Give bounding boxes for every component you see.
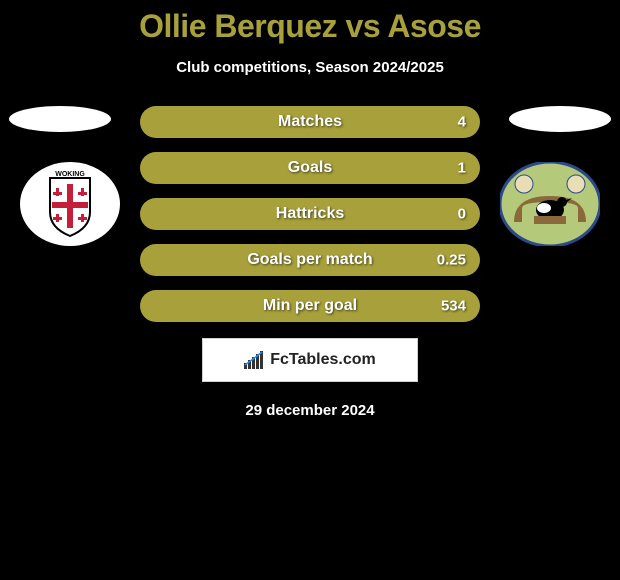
stat-row: Goals 1 bbox=[140, 152, 480, 184]
stat-row: Min per goal 534 bbox=[140, 290, 480, 322]
right-badge-icon bbox=[500, 162, 600, 246]
stat-value: 1 bbox=[458, 160, 466, 177]
stat-label: Min per goal bbox=[263, 297, 357, 315]
stat-label: Goals bbox=[288, 159, 332, 177]
bar-chart-icon bbox=[244, 351, 266, 369]
stat-value: 0.25 bbox=[437, 252, 466, 269]
comparison-area: WOKING bbox=[0, 106, 620, 406]
fctables-attribution: FcTables.com bbox=[202, 338, 418, 382]
stat-label: Hattricks bbox=[276, 205, 344, 223]
right-ellipse bbox=[509, 106, 611, 132]
subtitle: Club competitions, Season 2024/2025 bbox=[0, 59, 620, 76]
woking-badge-icon: WOKING bbox=[20, 162, 120, 246]
stat-value: 4 bbox=[458, 114, 466, 131]
stat-bars: Matches 4 Goals 1 Hattricks 0 Goals per … bbox=[140, 106, 480, 336]
page-title: Ollie Berquez vs Asose bbox=[0, 8, 620, 45]
date-text: 29 december 2024 bbox=[0, 402, 620, 419]
right-club-badge bbox=[500, 162, 600, 246]
left-club-badge: WOKING bbox=[20, 162, 120, 246]
stat-label: Matches bbox=[278, 113, 342, 131]
stat-label: Goals per match bbox=[247, 251, 372, 269]
stat-value: 0 bbox=[458, 206, 466, 223]
fctables-label: FcTables.com bbox=[270, 351, 376, 369]
svg-text:WOKING: WOKING bbox=[55, 171, 85, 178]
stat-row: Goals per match 0.25 bbox=[140, 244, 480, 276]
stat-row: Hattricks 0 bbox=[140, 198, 480, 230]
left-ellipse bbox=[9, 106, 111, 132]
stat-row: Matches 4 bbox=[140, 106, 480, 138]
stat-value: 534 bbox=[441, 298, 466, 315]
